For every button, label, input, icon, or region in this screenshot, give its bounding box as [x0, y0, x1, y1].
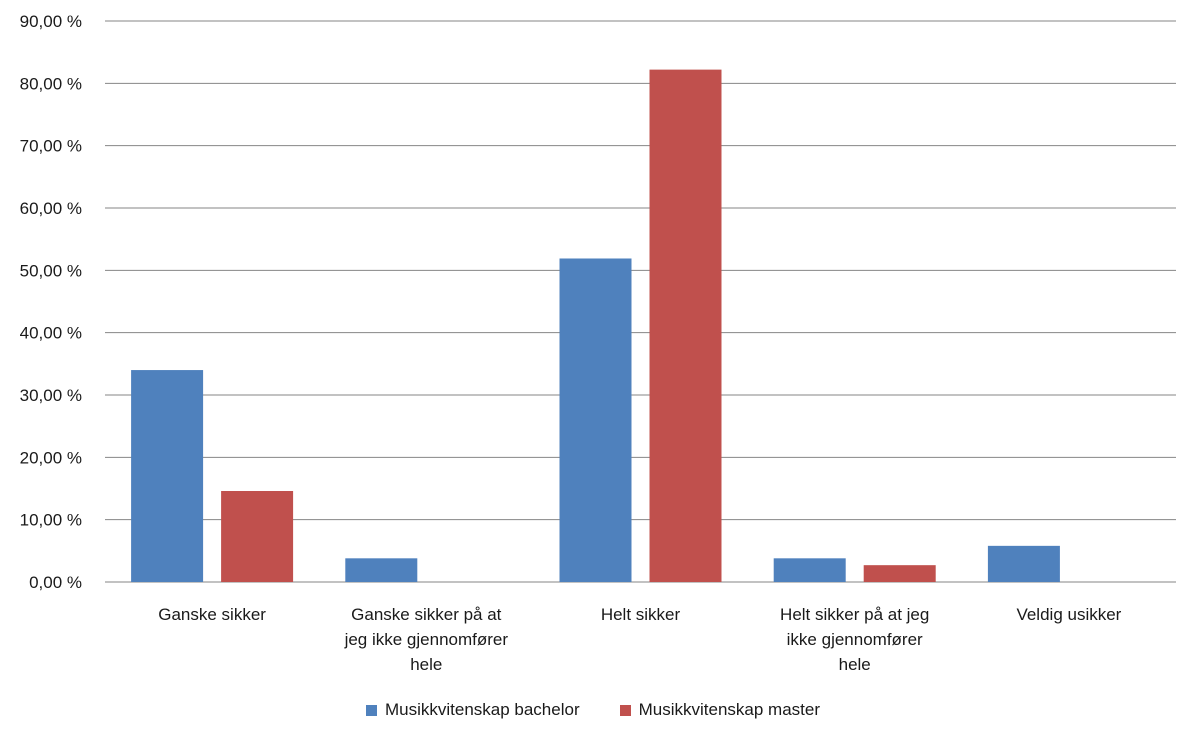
y-tick-label: 30,00 % — [20, 386, 82, 405]
legend-swatch-bachelor — [365, 704, 377, 716]
x-tick-label: Ganske sikker — [158, 605, 266, 624]
y-tick-label: 0,00 % — [29, 573, 82, 592]
x-tick-label: Veldig usikker — [1016, 605, 1121, 624]
bar — [773, 558, 846, 582]
x-tick-label: Ganske sikker på at jeg ikke gjennomfører… — [344, 605, 509, 674]
x-tick-label: Helt sikker — [601, 605, 681, 624]
legend-swatch-master — [619, 704, 631, 716]
y-tick-label: 50,00 % — [20, 261, 82, 280]
bar — [559, 258, 632, 582]
bar — [221, 490, 294, 582]
y-tick-label: 60,00 % — [20, 199, 82, 218]
x-tick-label: Helt sikker på at jeg ikke gjennomfører he… — [780, 605, 929, 674]
bar — [345, 558, 418, 582]
legend: Musikkvitenskap bachelor Musikkvitenskap… — [0, 700, 1186, 720]
bar — [131, 370, 204, 582]
y-tick-label: 70,00 % — [20, 137, 82, 156]
bar — [863, 565, 936, 582]
bar — [649, 69, 722, 583]
legend-item-bachelor: Musikkvitenskap bachelor — [365, 700, 580, 720]
legend-item-master: Musikkvitenskap master — [619, 700, 821, 720]
legend-label-master: Musikkvitenskap master — [638, 700, 821, 719]
bar — [987, 545, 1060, 582]
bar-chart-plot: 0,00 % 10,00 % 20,00 % 30,00 % 40,00 % 50,00 … — [20, 12, 1176, 674]
y-tick-label: 20,00 % — [20, 448, 82, 467]
y-tick-label: 90,00 % — [20, 12, 82, 31]
y-tick-label: 40,00 % — [20, 324, 82, 343]
y-tick-label: 10,00 % — [20, 511, 82, 530]
legend-label-bachelor: Musikkvitenskap bachelor — [384, 700, 580, 719]
y-tick-label: 80,00 % — [20, 74, 82, 93]
